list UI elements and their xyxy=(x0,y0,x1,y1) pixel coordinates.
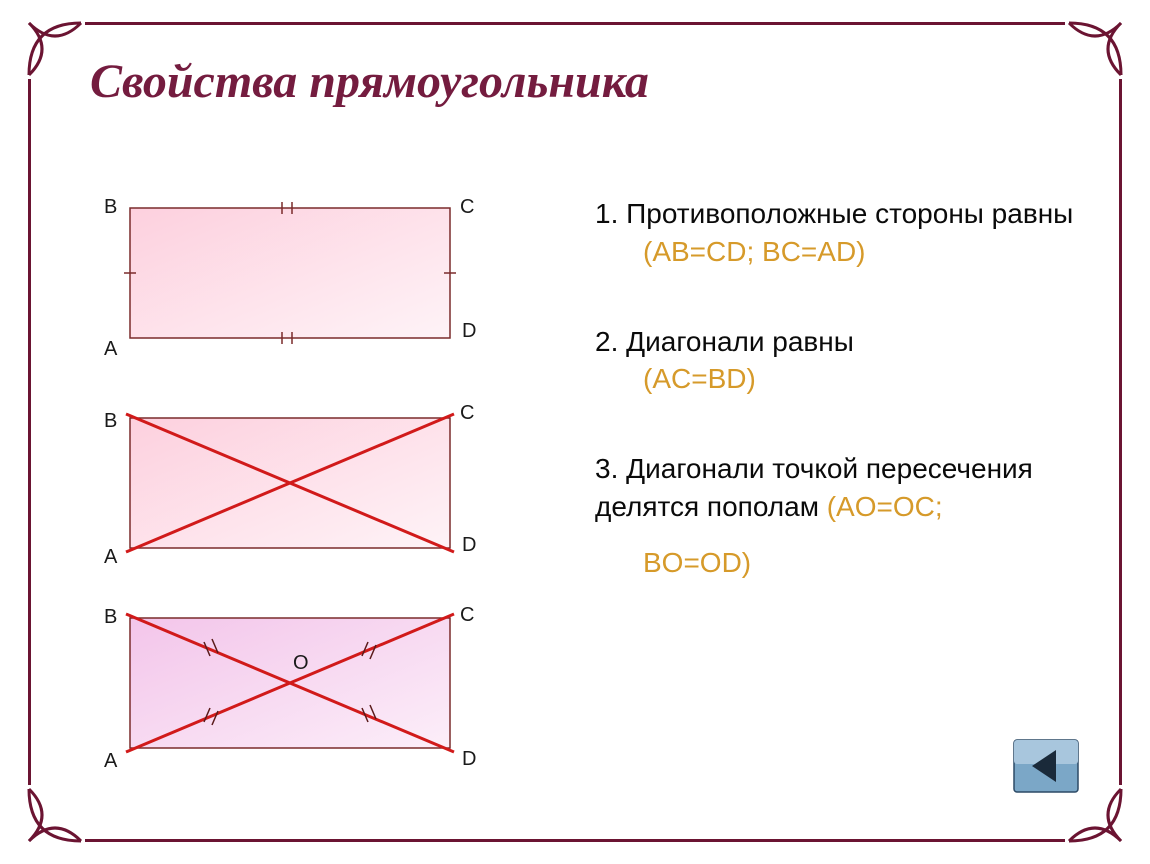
diagram-diagonals-bisect: B C A D O xyxy=(100,600,480,775)
item-number: 3. xyxy=(595,453,618,484)
vertex-label: A xyxy=(104,338,117,361)
back-button[interactable] xyxy=(1012,738,1080,794)
page-title: Свойства прямоугольника xyxy=(90,54,649,109)
vertex-label: O xyxy=(293,652,309,675)
item-formula: BO=OD) xyxy=(595,544,1075,582)
item-formula: (AO=OC; xyxy=(827,491,943,522)
item-text: Противоположные стороны равны xyxy=(626,198,1073,229)
property-item: 3. Диагонали точкой пересечения делятся … xyxy=(595,450,1075,581)
properties-list: 1. Противоположные стороны равны (AB=CD;… xyxy=(595,195,1075,634)
vertex-label: B xyxy=(104,410,117,433)
diagram-diagonals-equal: B C A D xyxy=(100,400,480,575)
vertex-label: D xyxy=(462,534,476,557)
frame-corner xyxy=(25,19,85,79)
property-item: 1. Противоположные стороны равны (AB=CD;… xyxy=(595,195,1075,271)
frame-corner xyxy=(1065,19,1125,79)
item-formula: (AB=CD; BC=AD) xyxy=(595,233,1075,271)
vertex-label: D xyxy=(462,748,476,771)
property-item: 2. Диагонали равны (AC=BD) xyxy=(595,323,1075,399)
item-text: Диагонали точкой пересечения делятся поп… xyxy=(595,453,1033,522)
back-icon xyxy=(1012,738,1080,794)
item-number: 1. xyxy=(595,198,618,229)
diagram-opposite-sides: B C A D xyxy=(100,190,480,365)
vertex-label: B xyxy=(104,606,117,629)
vertex-label: C xyxy=(460,196,474,219)
item-formula: (AC=BD) xyxy=(595,360,1075,398)
vertex-label: C xyxy=(460,402,474,425)
vertex-label: D xyxy=(462,320,476,343)
vertex-label: A xyxy=(104,546,117,569)
vertex-label: A xyxy=(104,750,117,773)
vertex-label: B xyxy=(104,196,117,219)
item-text: Диагонали равны xyxy=(626,326,854,357)
frame-corner xyxy=(25,785,85,845)
item-number: 2. xyxy=(595,326,618,357)
vertex-label: C xyxy=(460,604,474,627)
